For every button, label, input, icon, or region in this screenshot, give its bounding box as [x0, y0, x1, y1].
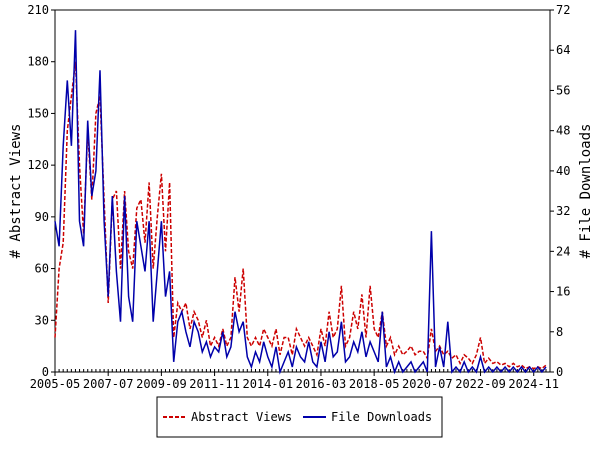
- y-tick-label: 180: [27, 55, 49, 69]
- x-tick-label: 2022-09: [455, 377, 506, 391]
- x-tick-label: 2009-09: [136, 377, 187, 391]
- y2-tick-label: 72: [556, 3, 570, 17]
- y2-tick-label: 64: [556, 43, 570, 57]
- x-tick-label: 2020-07: [402, 377, 453, 391]
- y2-tick-label: 40: [556, 164, 570, 178]
- y2-tick-label: 32: [556, 204, 570, 218]
- legend-label: File Downloads: [331, 410, 432, 424]
- x-tick-label: 2011-11: [189, 377, 240, 391]
- plot-frame: [54, 9, 551, 373]
- y2-tick-label: 48: [556, 124, 570, 138]
- legend-label: Abstract Views: [191, 410, 292, 424]
- y-tick-label: 210: [27, 3, 49, 17]
- y2-tick-label: 0: [556, 365, 563, 379]
- y2-tick-label: 56: [556, 83, 570, 97]
- y2-tick-label: 8: [556, 325, 563, 339]
- x-tick-label: 2016-03: [296, 377, 347, 391]
- y-tick-label: 30: [35, 313, 49, 327]
- x-tick-label: 2007-07: [83, 377, 134, 391]
- y-tick-label: 150: [27, 106, 49, 120]
- y-tick-label: 60: [35, 262, 49, 276]
- y2-tick-label: 24: [556, 244, 570, 258]
- y2-axis-title: # File Downloads: [578, 124, 594, 259]
- x-tick-label: 2014-01: [242, 377, 293, 391]
- y2-tick-label: 16: [556, 285, 570, 299]
- series-line: [54, 61, 547, 370]
- y-tick-label: 90: [35, 210, 49, 224]
- x-tick-label: 2005-05: [30, 377, 81, 391]
- y-axis-title: # Abstract Views: [8, 124, 24, 259]
- x-tick-label: 2018-05: [349, 377, 400, 391]
- legend-box: [156, 396, 443, 438]
- x-tick-label: 2024-11: [508, 377, 559, 391]
- series-line: [54, 30, 547, 375]
- y-tick-label: 120: [27, 158, 49, 172]
- y-tick-label: 0: [42, 365, 49, 379]
